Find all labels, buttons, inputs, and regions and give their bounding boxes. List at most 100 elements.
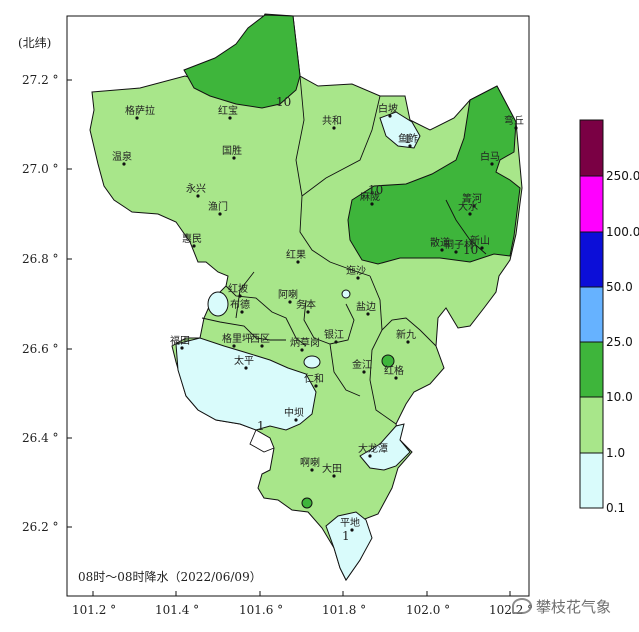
place-8: 永兴 (186, 182, 206, 198)
place-name: 弯丘 (504, 114, 524, 127)
region-0.1mm-north (379, 111, 421, 149)
place-marker (192, 244, 196, 248)
place-name: 金江 (352, 358, 372, 371)
region-0.1mm-spot-b (303, 355, 321, 369)
place-name: 平地 (340, 516, 360, 529)
lat-tick-26.6: 26.6 ° (22, 342, 59, 356)
place-marker (370, 202, 374, 206)
place-28: 炳草岗 (290, 336, 320, 352)
place-marker (296, 260, 300, 264)
region-10mm-spot-a (381, 354, 395, 368)
place-14: 迤沙 (346, 264, 366, 280)
place-marker (228, 116, 232, 120)
lon-ticks (92, 591, 511, 596)
place-32: 福田 (170, 334, 190, 350)
place-marker (232, 156, 236, 160)
place-name: 新九 (396, 328, 416, 341)
place-27: 西区 (250, 333, 270, 348)
place-6: 鱼鲊 (398, 132, 418, 148)
lat-tick-26.2: 26.2 ° (22, 520, 59, 534)
place-marker (472, 204, 476, 208)
place-39: 务本 (296, 298, 316, 314)
place-marker (334, 340, 338, 344)
place-name: 炳草岗 (290, 336, 320, 349)
place-name: 布德 (230, 298, 250, 311)
place-name: 新山 (470, 234, 490, 247)
place-name: 中坝 (284, 406, 304, 419)
place-marker (490, 162, 494, 166)
place-name: 渔门 (208, 200, 228, 213)
place-name: 桐子林 (444, 238, 474, 251)
place-name: 红坡 (228, 282, 248, 295)
place-name: 散道 (430, 236, 450, 249)
place-marker (294, 418, 298, 422)
place-marker (514, 126, 518, 130)
place-marker (368, 454, 372, 458)
place-marker (240, 310, 244, 314)
lon-tick-101.6: 101.6 ° (239, 603, 283, 617)
place-2: 共和 (322, 115, 342, 130)
contour-label-1-north: 1 (404, 132, 412, 146)
place-name: 盐边 (356, 300, 376, 313)
legend-label-1: 1.0 (606, 446, 625, 460)
place-25: 布德 (230, 298, 250, 314)
place-marker (332, 474, 336, 478)
place-marker (454, 250, 458, 254)
place-name: 格萨拉 (125, 104, 155, 117)
contour-label-10-north: 10 (276, 95, 291, 109)
place-20: 红坡 (228, 282, 248, 298)
place-24: 新九 (396, 328, 416, 344)
place-33: 大龙潭 (358, 442, 388, 458)
place-marker (238, 294, 242, 298)
place-0: 格萨拉 (125, 104, 155, 120)
place-19: 新山 (470, 234, 490, 250)
place-marker (356, 276, 360, 280)
legend-label-25: 25.0 (606, 335, 633, 349)
lat-tick-27.0: 27.0 ° (22, 162, 59, 176)
contour-label-10-east: 10 (368, 183, 383, 197)
place-16: 红果 (286, 248, 306, 264)
legend-label-0.1: 0.1 (606, 501, 625, 515)
lon-tick-101.8: 101.8 ° (322, 603, 366, 617)
place-3: 白坡 (378, 102, 398, 118)
region-0.1mm-spot-c (341, 289, 351, 299)
place-23: 阿喇 (278, 289, 298, 304)
place-name: 红格 (384, 364, 404, 377)
place-9: 渔门 (208, 200, 228, 216)
place-marker (362, 370, 366, 374)
place-name: 永兴 (186, 182, 206, 195)
place-name: 国胜 (222, 145, 242, 157)
place-name: 共和 (322, 115, 342, 127)
place-name: 格里坪 (222, 332, 252, 345)
place-5: 国胜 (222, 145, 242, 160)
place-31: 太平 (234, 354, 254, 370)
place-17: 散道 (430, 236, 450, 252)
place-21: 盐边 (356, 300, 376, 316)
watermark-text: 攀枝花气象 (536, 597, 612, 616)
place-marker (406, 340, 410, 344)
place-1: 红宝 (218, 104, 238, 120)
legend-label-10: 10.0 (606, 390, 633, 404)
place-marker (388, 114, 392, 118)
region-10mm-spot-b (301, 497, 313, 509)
place-marker (232, 344, 236, 348)
place-marker (122, 162, 126, 166)
legend-label-50: 50.0 (606, 280, 633, 294)
place-name: 银江 (324, 328, 344, 341)
place-marker (306, 310, 310, 314)
place-name: 麻陇 (360, 190, 380, 203)
place-marker (196, 194, 200, 198)
region-10mm-north (183, 14, 301, 109)
place-marker (288, 300, 292, 304)
legend-label-250: 250.0 (606, 169, 639, 183)
place-marker (366, 312, 370, 316)
legend-swatch-10 (579, 341, 604, 398)
place-7: 弯丘 (504, 114, 524, 130)
place-name: 箐河 (462, 192, 482, 205)
lat-ticks (67, 79, 72, 528)
place-marker (468, 212, 472, 216)
place-13: 麻陇 (360, 190, 380, 206)
lat-tick-26.8: 26.8 ° (22, 252, 59, 266)
legend-label-100: 100.0 (606, 225, 639, 239)
place-name: 温泉 (112, 150, 132, 163)
